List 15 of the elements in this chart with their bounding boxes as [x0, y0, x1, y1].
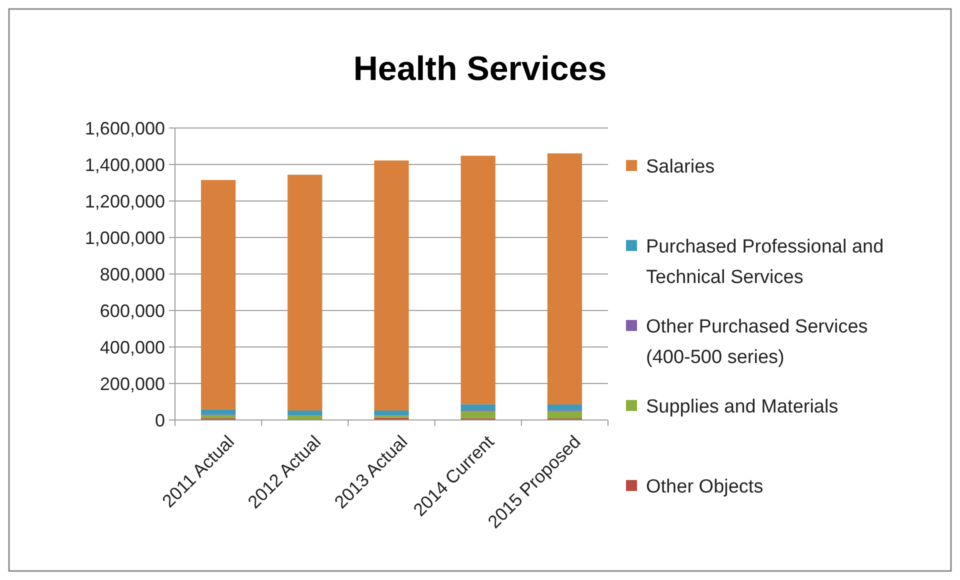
y-tick-label: 1,600,000: [84, 118, 165, 138]
y-tick-label: 1,000,000: [84, 228, 165, 248]
y-tick-label: 0: [154, 410, 165, 430]
legend-label: Supplies and Materials: [646, 396, 838, 418]
y-tick-label: 1,400,000: [84, 154, 165, 175]
legend-label: Purchased Professional and Technical Services: [646, 236, 884, 288]
y-tick-label: 600,000: [100, 300, 165, 321]
legend-label: Other Purchased Services (400-500 series): [646, 316, 868, 368]
y-tick-label: 400,000: [100, 337, 165, 358]
chart-title: Health Services: [353, 50, 607, 88]
y-tick-label: 800,000: [100, 264, 165, 284]
y-tick-label: 1,200,000: [84, 191, 165, 212]
legend-label: Salaries: [646, 156, 715, 178]
y-tick-label: 200,000: [100, 374, 165, 394]
legend-label: Other Objects: [646, 476, 764, 498]
